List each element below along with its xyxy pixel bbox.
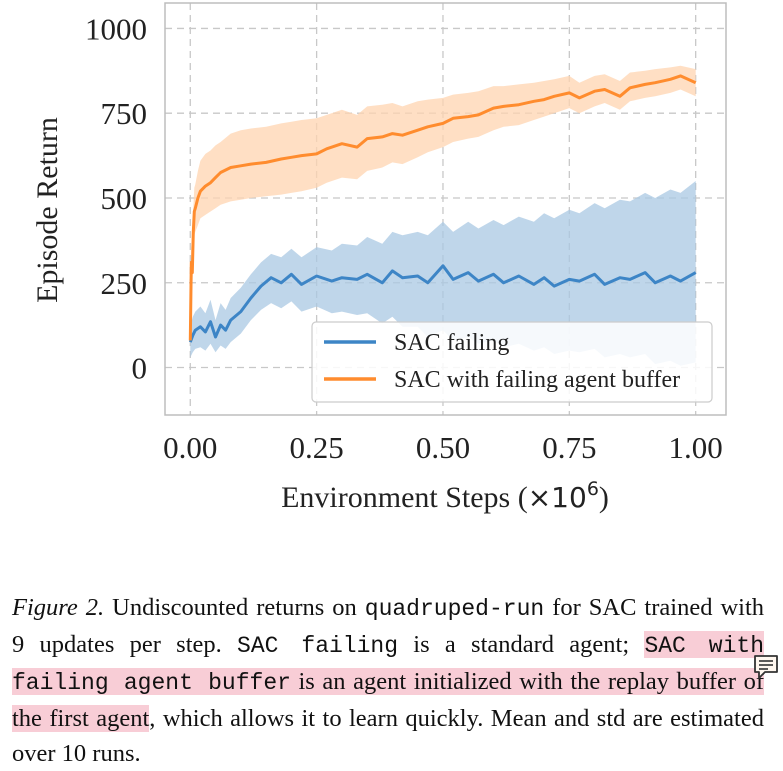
- legend-label-sac-with-failing-agent-buffer: SAC with failing agent buffer: [394, 367, 680, 393]
- std-bands: [190, 65, 696, 366]
- chart: 0.00 0.25 0.50 0.75 1.00 0 250 500 750 1000 Epis…: [31, 2, 727, 514]
- caption-code-env: quadruped-run: [364, 596, 545, 622]
- x-tick-label: 0.75: [542, 430, 596, 465]
- caption-text: , which allows it to learn quickly. Mean…: [12, 705, 764, 767]
- y-axis-label: Episode Return: [31, 117, 64, 303]
- line-sac-failing: [188, 264, 697, 343]
- y-tick-label: 500: [101, 181, 148, 216]
- y-tick-label: 0: [132, 351, 148, 386]
- legend-box: [311, 321, 713, 403]
- caption-label: Figure 2.: [12, 594, 105, 621]
- y-tick-labels: 0 250 500 750 1000: [85, 11, 147, 385]
- x-tick-label: 0.00: [163, 430, 217, 465]
- caption-highlight-text: is an agent initialized with the replay …: [12, 668, 764, 732]
- caption-code-sac-buffer: SAC with failing agent buffer: [12, 633, 764, 696]
- y-tick-label: 250: [101, 266, 148, 301]
- y-tick-label: 750: [101, 96, 148, 131]
- x-tick-label: 0.50: [416, 430, 470, 465]
- band-sac-with-failing-agent-buffer: [190, 65, 696, 348]
- figure-caption: Figure 2. Undiscounted returns on quadru…: [12, 590, 764, 771]
- line-sac-with-failing-agent-buffer: [188, 74, 697, 341]
- x-tick-labels: 0.00 0.25 0.50 0.75 1.00: [163, 430, 723, 465]
- x-tick-label: 0.25: [289, 430, 343, 465]
- legend-label-sac-failing: SAC failing: [394, 330, 509, 356]
- plot-frame: [164, 2, 727, 416]
- y-tick-label: 1000: [85, 11, 147, 46]
- band-sac-failing: [190, 181, 696, 366]
- legend: SAC failing SAC with failing agent buffe…: [311, 321, 713, 403]
- x-tick-label: 1.00: [669, 430, 723, 465]
- comment-icon[interactable]: [752, 653, 780, 681]
- series-lines: [188, 74, 697, 343]
- caption-code-sac-failing: SAC failing: [237, 633, 399, 659]
- caption-text: for SAC trained with 9 updates per step.: [12, 594, 764, 658]
- x-axis-label: Environment Steps (×106): [281, 478, 609, 514]
- caption-text: Undiscounted returns on: [104, 594, 365, 621]
- caption-text: is a standard agent;: [398, 631, 645, 658]
